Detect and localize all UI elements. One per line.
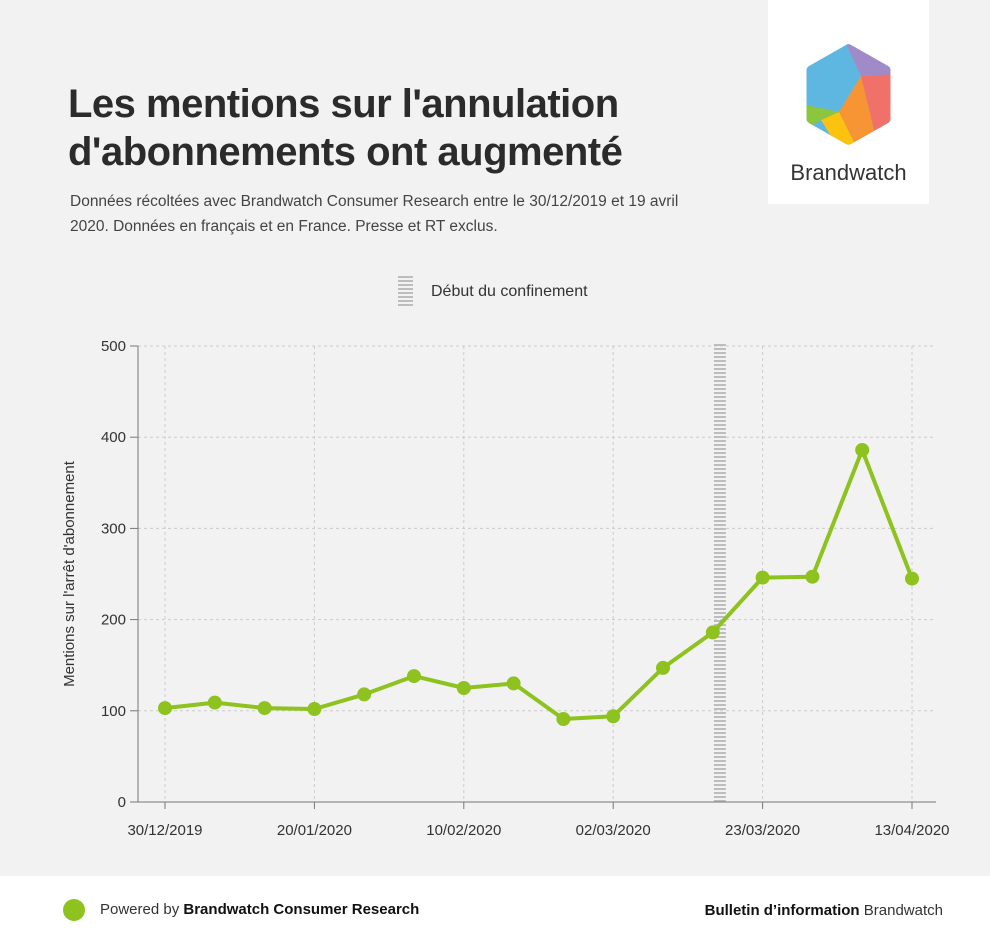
data-point[interactable] (855, 443, 870, 457)
chart-axes (137, 346, 936, 803)
data-point[interactable] (805, 569, 820, 584)
legend-label-lockdown: Début du confinement (431, 283, 588, 300)
footer-newsletter-bold: Bulletin d’information (704, 902, 860, 919)
brandwatch-logo-icon (806, 44, 891, 145)
x-tick-label: 23/03/2020 (725, 822, 800, 839)
y-tick-label: 0 (118, 794, 126, 811)
y-tick-label: 200 (101, 612, 126, 629)
footer-powered-prefix: Powered by (100, 901, 184, 918)
data-point[interactable] (755, 570, 770, 585)
data-point[interactable] (158, 701, 172, 716)
x-tick-label: 30/12/2019 (127, 822, 202, 839)
series-line (164, 448, 914, 721)
footer-newsletter-rest: Brandwatch (859, 902, 943, 919)
y-axis-ticks: 0 100 200 300 400 500 (101, 338, 138, 811)
page-title: Les mentions sur l'annulation d'abonneme… (68, 82, 623, 174)
data-point[interactable] (905, 571, 919, 586)
data-point[interactable] (407, 669, 421, 684)
footer-powered-brand: Brandwatch Consumer Research (183, 901, 420, 918)
data-point[interactable] (456, 681, 471, 695)
x-tick-label: 10/02/2020 (426, 822, 501, 839)
footer-newsletter[interactable]: Bulletin d’information Brandwatch (705, 902, 943, 919)
data-point[interactable] (357, 687, 372, 702)
data-point[interactable] (656, 660, 670, 675)
y-tick-label: 500 (101, 338, 126, 355)
data-point[interactable] (257, 701, 272, 716)
data-point[interactable] (307, 702, 322, 716)
legend-swatch-lockdown (398, 276, 413, 308)
x-tick-label: 02/03/2020 (576, 822, 651, 839)
lockdown-marker-band (713, 344, 726, 802)
data-points (158, 443, 919, 726)
page-subtitle: Données récoltées avec Brandwatch Consum… (70, 193, 679, 235)
x-tick-label: 20/01/2020 (277, 822, 352, 839)
brand-logo-text: Brandwatch (790, 160, 907, 185)
footer-green-dot (63, 899, 85, 921)
y-tick-label: 400 (101, 429, 126, 446)
data-point[interactable] (506, 676, 521, 691)
data-point[interactable] (556, 712, 571, 726)
data-point[interactable] (705, 625, 720, 640)
footer-powered-by[interactable]: Powered by Brandwatch Consumer Research (100, 901, 419, 918)
x-tick-label: 13/04/2020 (874, 822, 949, 839)
data-point[interactable] (207, 695, 222, 710)
brand-logo[interactable]: Brandwatch (768, 0, 929, 204)
y-tick-label: 300 (101, 520, 126, 537)
data-point[interactable] (606, 709, 621, 724)
y-axis-label: Mentions sur l'arrêt d'abonnement (61, 460, 78, 687)
y-tick-label: 100 (101, 703, 126, 720)
line-chart: 0 100 200 300 400 500 30/12/2019 20/01/2020 10/… (61, 338, 950, 839)
x-axis-ticks: 30/12/2019 20/01/2020 10/02/2020 02/03/2020… (127, 802, 950, 839)
